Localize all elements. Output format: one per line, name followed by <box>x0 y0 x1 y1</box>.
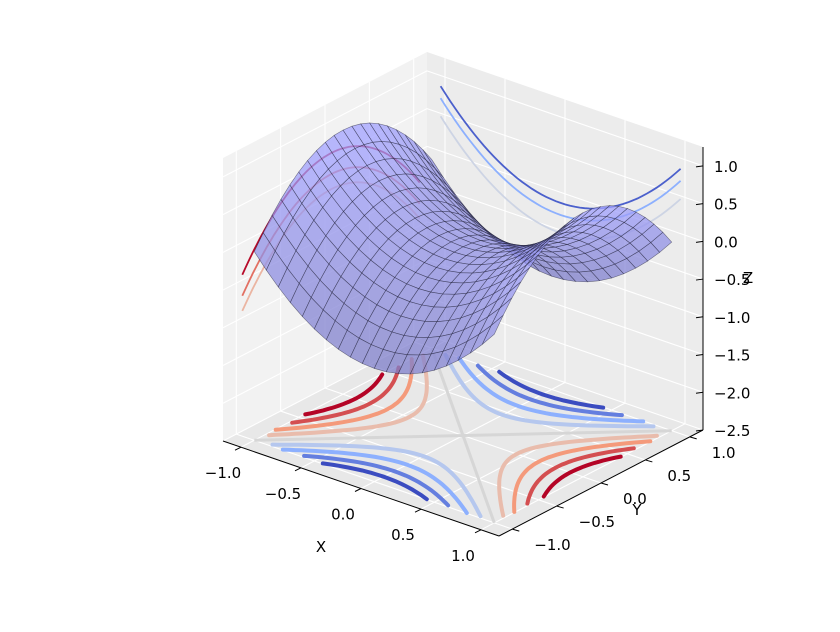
y-axis-label: Y <box>631 501 642 519</box>
floor-zero-diagonal <box>430 347 496 524</box>
floor-contour <box>525 446 636 506</box>
y-tick-label: −0.5 <box>579 513 615 531</box>
tick-mark <box>234 446 242 451</box>
x-tick-label: 0.5 <box>391 526 415 544</box>
back-wall-contour <box>439 97 682 222</box>
z-tick-label: −1.5 <box>714 347 750 365</box>
tick-mark <box>695 240 704 243</box>
tick-mark <box>695 429 704 432</box>
floor-contour <box>273 357 414 432</box>
tick-mark <box>556 505 564 509</box>
y-tick-label: 0.5 <box>667 467 691 485</box>
tick-mark <box>600 482 609 486</box>
x-tick-label: −0.5 <box>265 485 301 503</box>
y-tick-label: −1.0 <box>534 536 570 554</box>
floor-contour <box>320 461 429 502</box>
z-tick-label: 1.0 <box>714 158 738 176</box>
floor-contour <box>475 363 624 418</box>
tick-marks <box>234 165 704 534</box>
saddle-surface <box>253 122 673 375</box>
floor-contour <box>303 372 385 417</box>
z-tick-labels: −2.5 −2.0 −1.5 −1.0 −0.5 0.0 0.5 1.0 <box>714 158 750 440</box>
gridline-floor-y <box>369 364 646 461</box>
tick-mark <box>474 529 482 534</box>
floor-contour <box>280 447 469 515</box>
tick-mark <box>695 203 704 206</box>
x-tick-labels: −1.0 −0.5 0.0 0.5 1.0 <box>205 464 475 565</box>
tick-mark <box>414 508 422 513</box>
z-tick-label: −2.5 <box>714 422 750 440</box>
floor-contour <box>443 352 656 429</box>
gridline-floor-y <box>280 410 557 507</box>
surface-patch <box>482 315 504 345</box>
floor-contour <box>497 433 659 518</box>
tick-mark <box>645 459 653 463</box>
tick-mark <box>689 436 697 440</box>
floor-contour <box>541 454 623 499</box>
floor-contour <box>497 369 606 410</box>
z-tick-label: −1.0 <box>714 309 750 327</box>
x-tick-label: 1.0 <box>451 547 475 565</box>
tick-mark <box>695 391 704 394</box>
gridline-back-z <box>426 70 704 167</box>
tick-mark <box>354 488 362 492</box>
gridline-left-z <box>222 70 428 178</box>
y-tick-label: 0.0 <box>623 490 647 508</box>
z-tick-label: −2.0 <box>714 384 750 402</box>
tick-mark <box>695 165 704 168</box>
floor-contour <box>267 353 429 438</box>
floor-contour <box>302 453 451 508</box>
x-tick-label: −1.0 <box>205 464 241 482</box>
tick-mark <box>695 316 704 319</box>
z-tick-label: 0.5 <box>714 196 738 214</box>
y-tick-label: 1.0 <box>712 444 736 462</box>
tick-mark <box>294 467 302 472</box>
x-tick-label: 0.0 <box>331 506 355 524</box>
floor-contour <box>270 442 483 519</box>
floor-contour <box>290 365 401 425</box>
tick-mark <box>695 354 704 357</box>
z-axis-label: Z <box>743 269 753 287</box>
y-tick-labels: −1.0 −0.5 0.0 0.5 1.0 <box>534 444 735 554</box>
z-tick-label: −0.5 <box>714 271 750 289</box>
floor-contour <box>457 356 646 424</box>
tick-mark <box>695 278 704 281</box>
z-tick-label: 0.0 <box>714 233 738 251</box>
floor-contour <box>512 439 653 514</box>
x-axis-label: X <box>316 538 326 556</box>
tick-mark <box>512 528 520 532</box>
back-wall-contour <box>439 85 682 210</box>
